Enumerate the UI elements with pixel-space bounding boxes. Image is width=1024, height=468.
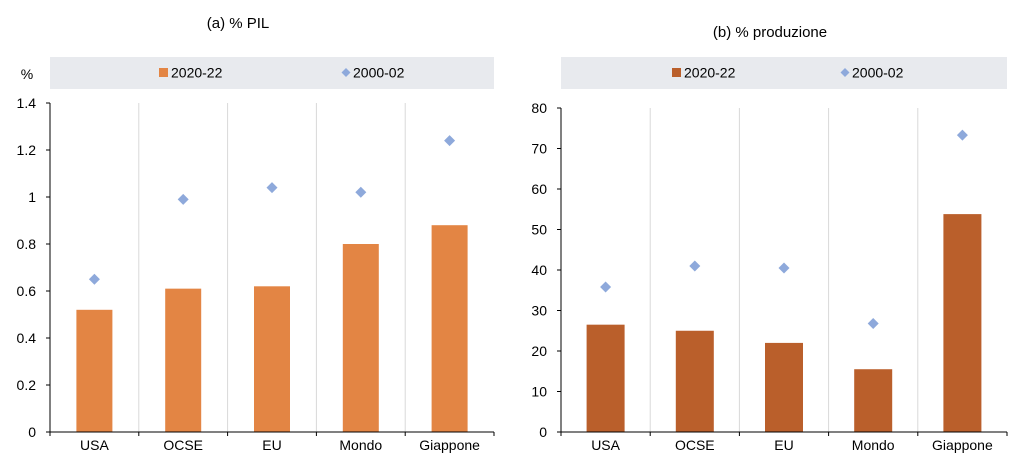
x-tick-label: Mondo [852,437,895,453]
legend-band [50,57,494,89]
y-tick-label: 80 [531,100,547,116]
bar-ocse [675,330,714,432]
marker-ocse [689,260,701,272]
legend-swatch-bar [159,68,168,77]
legend-label-bar: 2020-22 [171,65,223,81]
chart-title: (a) % PIL [207,15,270,32]
y-tick-label: 50 [531,222,547,238]
marker-ocse [177,193,189,205]
bar-mondo [342,244,379,432]
x-tick-label: Giappone [419,437,480,453]
x-tick-label: OCSE [163,437,203,453]
legend-label-marker: 2000-02 [353,65,405,81]
bar-eu [765,342,803,432]
y-tick-label: 1.4 [17,95,37,111]
marker-usa [88,273,100,285]
bar-giappone [943,214,982,432]
marker-eu [778,262,790,274]
bar-ocse [165,288,202,432]
marker-giappone [956,129,968,141]
y-tick-label: 0.6 [17,283,37,299]
y-tick-label: 0.2 [17,377,37,393]
marker-eu [266,182,278,194]
unit-label: % [21,66,33,82]
x-tick-label: Mondo [339,437,382,453]
y-tick-label: 70 [531,141,547,157]
chart-title: (b) % produzione [713,24,827,41]
chart-panel-a: (a) % PIL% 2020-22 2000-02 0 0.2 0.4 0.6 0.8 1 1.… [17,15,495,453]
bar-mondo [854,369,893,432]
y-tick-label: 0.4 [17,330,37,346]
legend-swatch-marker [840,68,850,77]
legend-swatch-marker [341,68,351,77]
y-tick-label: 0 [28,424,36,440]
x-tick-label: USA [591,437,620,453]
y-tick-label: 1 [28,189,36,205]
bar-giappone [431,225,468,432]
y-tick-label: 1.2 [17,142,37,158]
y-tick-label: 0.8 [17,236,37,252]
x-tick-label: EU [774,437,793,453]
y-tick-label: 60 [531,181,547,197]
marker-usa [600,281,612,293]
chart-panel-b: (b) % produzione 2020-22 2000-02 0 10 20 30 40 5… [531,24,1008,453]
y-tick-label: 10 [531,384,547,400]
legend-swatch-bar [672,68,681,77]
x-tick-label: Giappone [932,437,993,453]
legend-label-marker: 2000-02 [852,65,904,81]
marker-mondo [867,317,879,329]
x-tick-label: EU [262,437,281,453]
marker-mondo [355,186,367,198]
y-tick-label: 20 [531,343,547,359]
y-tick-label: 40 [531,262,547,278]
legend-label-bar: 2020-22 [684,65,736,81]
bar-usa [586,324,625,432]
legend-band [561,57,1007,89]
x-tick-label: USA [80,437,109,453]
marker-giappone [444,135,456,147]
bar-eu [254,286,290,432]
y-tick-label: 0 [539,424,547,440]
bar-usa [76,309,113,432]
y-tick-label: 30 [531,303,547,319]
x-tick-label: OCSE [675,437,715,453]
